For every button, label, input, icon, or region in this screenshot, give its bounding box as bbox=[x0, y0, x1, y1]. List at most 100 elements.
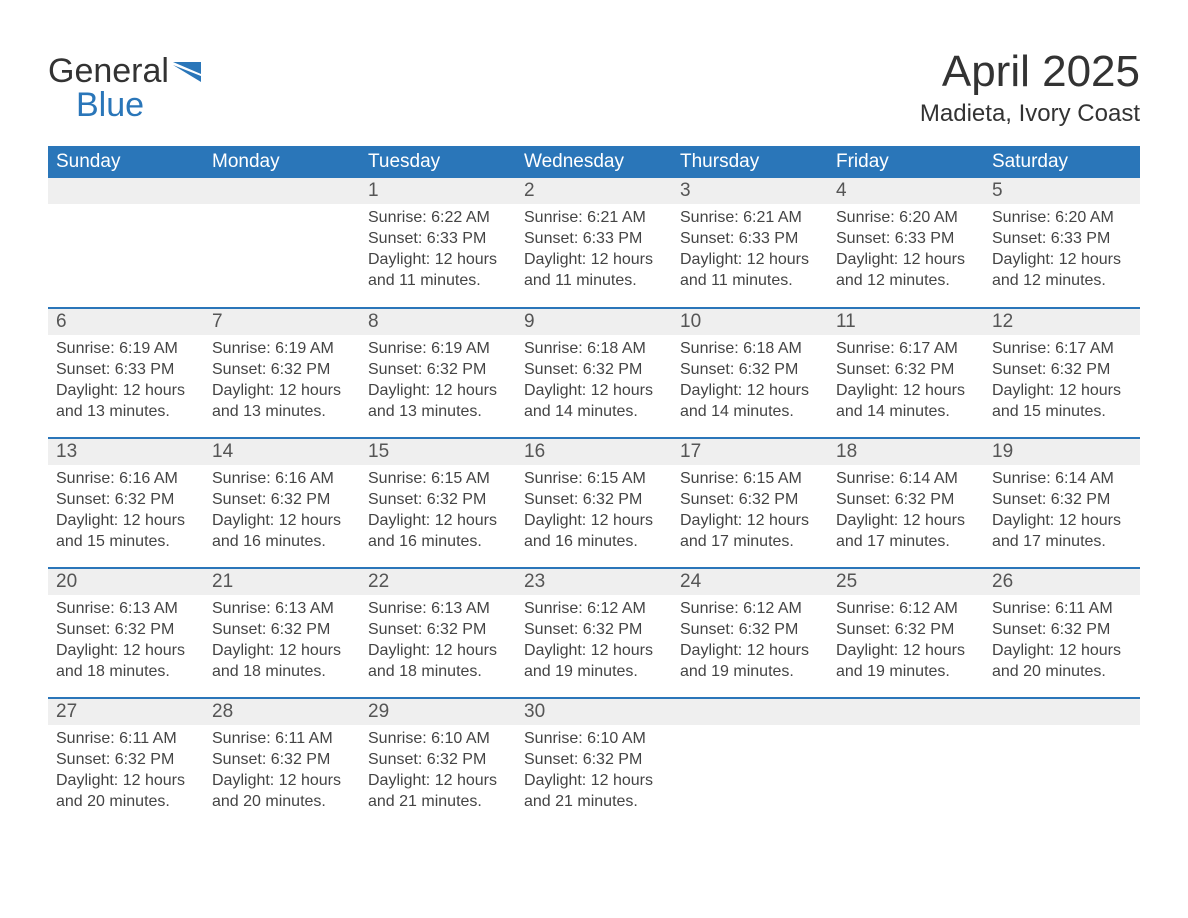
sunrise-text: Sunrise: 6:17 AM bbox=[992, 339, 1132, 360]
calendar-week-row: 1Sunrise: 6:22 AMSunset: 6:33 PMDaylight… bbox=[48, 178, 1140, 308]
calendar-week-row: 20Sunrise: 6:13 AMSunset: 6:32 PMDayligh… bbox=[48, 568, 1140, 698]
day-details: Sunrise: 6:22 AMSunset: 6:33 PMDaylight:… bbox=[360, 204, 516, 301]
calendar-cell: 10Sunrise: 6:18 AMSunset: 6:32 PMDayligh… bbox=[672, 308, 828, 438]
day-details: Sunrise: 6:17 AMSunset: 6:32 PMDaylight:… bbox=[984, 335, 1140, 432]
day-details: Sunrise: 6:16 AMSunset: 6:32 PMDaylight:… bbox=[204, 465, 360, 562]
sunset-text: Sunset: 6:32 PM bbox=[368, 360, 508, 381]
sunrise-text: Sunrise: 6:13 AM bbox=[212, 599, 352, 620]
location-subtitle: Madieta, Ivory Coast bbox=[920, 100, 1140, 128]
day-number: 13 bbox=[48, 439, 204, 465]
sunset-text: Sunset: 6:32 PM bbox=[836, 620, 976, 641]
day-number: 12 bbox=[984, 309, 1140, 335]
sunrise-text: Sunrise: 6:17 AM bbox=[836, 339, 976, 360]
sunrise-text: Sunrise: 6:12 AM bbox=[836, 599, 976, 620]
daylight-text: Daylight: 12 hours and 21 minutes. bbox=[368, 771, 508, 813]
day-details: Sunrise: 6:10 AMSunset: 6:32 PMDaylight:… bbox=[516, 725, 672, 822]
sunrise-text: Sunrise: 6:15 AM bbox=[680, 469, 820, 490]
calendar-cell bbox=[672, 698, 828, 828]
day-details: Sunrise: 6:16 AMSunset: 6:32 PMDaylight:… bbox=[48, 465, 204, 562]
daylight-text: Daylight: 12 hours and 13 minutes. bbox=[212, 381, 352, 423]
sunset-text: Sunset: 6:33 PM bbox=[56, 360, 196, 381]
daylight-text: Daylight: 12 hours and 19 minutes. bbox=[680, 641, 820, 683]
day-number: 26 bbox=[984, 569, 1140, 595]
calendar-cell bbox=[984, 698, 1140, 828]
sunset-text: Sunset: 6:33 PM bbox=[680, 229, 820, 250]
sunrise-text: Sunrise: 6:20 AM bbox=[836, 208, 976, 229]
day-number: 30 bbox=[516, 699, 672, 725]
sunset-text: Sunset: 6:32 PM bbox=[212, 490, 352, 511]
daylight-text: Daylight: 12 hours and 21 minutes. bbox=[524, 771, 664, 813]
daylight-text: Daylight: 12 hours and 17 minutes. bbox=[992, 511, 1132, 553]
daylight-text: Daylight: 12 hours and 16 minutes. bbox=[524, 511, 664, 553]
day-number: 19 bbox=[984, 439, 1140, 465]
day-number: 3 bbox=[672, 178, 828, 204]
weekday-header: Sunday bbox=[48, 146, 204, 178]
weekday-header: Wednesday bbox=[516, 146, 672, 178]
day-number: 18 bbox=[828, 439, 984, 465]
calendar-body: 1Sunrise: 6:22 AMSunset: 6:33 PMDaylight… bbox=[48, 178, 1140, 828]
daylight-text: Daylight: 12 hours and 20 minutes. bbox=[212, 771, 352, 813]
day-number: 8 bbox=[360, 309, 516, 335]
calendar-cell: 6Sunrise: 6:19 AMSunset: 6:33 PMDaylight… bbox=[48, 308, 204, 438]
day-details: Sunrise: 6:10 AMSunset: 6:32 PMDaylight:… bbox=[360, 725, 516, 822]
sunrise-text: Sunrise: 6:18 AM bbox=[680, 339, 820, 360]
calendar-cell: 18Sunrise: 6:14 AMSunset: 6:32 PMDayligh… bbox=[828, 438, 984, 568]
day-details: Sunrise: 6:13 AMSunset: 6:32 PMDaylight:… bbox=[204, 595, 360, 692]
daylight-text: Daylight: 12 hours and 11 minutes. bbox=[680, 250, 820, 292]
day-details: Sunrise: 6:19 AMSunset: 6:33 PMDaylight:… bbox=[48, 335, 204, 432]
sunrise-text: Sunrise: 6:13 AM bbox=[56, 599, 196, 620]
sunset-text: Sunset: 6:32 PM bbox=[368, 750, 508, 771]
sunset-text: Sunset: 6:32 PM bbox=[524, 750, 664, 771]
calendar-cell: 8Sunrise: 6:19 AMSunset: 6:32 PMDaylight… bbox=[360, 308, 516, 438]
sunset-text: Sunset: 6:32 PM bbox=[56, 750, 196, 771]
calendar-cell: 23Sunrise: 6:12 AMSunset: 6:32 PMDayligh… bbox=[516, 568, 672, 698]
day-number: 27 bbox=[48, 699, 204, 725]
day-details: Sunrise: 6:14 AMSunset: 6:32 PMDaylight:… bbox=[828, 465, 984, 562]
day-details: Sunrise: 6:19 AMSunset: 6:32 PMDaylight:… bbox=[204, 335, 360, 432]
sunset-text: Sunset: 6:32 PM bbox=[368, 620, 508, 641]
daylight-text: Daylight: 12 hours and 16 minutes. bbox=[212, 511, 352, 553]
day-number: 10 bbox=[672, 309, 828, 335]
day-number: 7 bbox=[204, 309, 360, 335]
sunrise-text: Sunrise: 6:21 AM bbox=[680, 208, 820, 229]
calendar-cell: 22Sunrise: 6:13 AMSunset: 6:32 PMDayligh… bbox=[360, 568, 516, 698]
day-number: 11 bbox=[828, 309, 984, 335]
sunset-text: Sunset: 6:32 PM bbox=[56, 620, 196, 641]
title-block: April 2025 Madieta, Ivory Coast bbox=[920, 48, 1140, 128]
sunset-text: Sunset: 6:32 PM bbox=[836, 490, 976, 511]
day-details: Sunrise: 6:11 AMSunset: 6:32 PMDaylight:… bbox=[204, 725, 360, 822]
sunrise-text: Sunrise: 6:16 AM bbox=[212, 469, 352, 490]
sunset-text: Sunset: 6:32 PM bbox=[56, 490, 196, 511]
day-details: Sunrise: 6:21 AMSunset: 6:33 PMDaylight:… bbox=[672, 204, 828, 301]
day-number: 6 bbox=[48, 309, 204, 335]
day-number bbox=[48, 178, 204, 204]
daylight-text: Daylight: 12 hours and 11 minutes. bbox=[524, 250, 664, 292]
sunrise-text: Sunrise: 6:10 AM bbox=[524, 729, 664, 750]
sunset-text: Sunset: 6:32 PM bbox=[524, 490, 664, 511]
calendar-cell: 30Sunrise: 6:10 AMSunset: 6:32 PMDayligh… bbox=[516, 698, 672, 828]
day-details: Sunrise: 6:13 AMSunset: 6:32 PMDaylight:… bbox=[360, 595, 516, 692]
day-number: 24 bbox=[672, 569, 828, 595]
weekday-header: Friday bbox=[828, 146, 984, 178]
sunset-text: Sunset: 6:32 PM bbox=[368, 490, 508, 511]
sunset-text: Sunset: 6:32 PM bbox=[680, 490, 820, 511]
daylight-text: Daylight: 12 hours and 18 minutes. bbox=[56, 641, 196, 683]
calendar-cell: 9Sunrise: 6:18 AMSunset: 6:32 PMDaylight… bbox=[516, 308, 672, 438]
day-number: 15 bbox=[360, 439, 516, 465]
day-details: Sunrise: 6:11 AMSunset: 6:32 PMDaylight:… bbox=[984, 595, 1140, 692]
daylight-text: Daylight: 12 hours and 20 minutes. bbox=[56, 771, 196, 813]
calendar-cell: 15Sunrise: 6:15 AMSunset: 6:32 PMDayligh… bbox=[360, 438, 516, 568]
sunrise-text: Sunrise: 6:11 AM bbox=[212, 729, 352, 750]
sunrise-text: Sunrise: 6:19 AM bbox=[56, 339, 196, 360]
calendar-cell: 2Sunrise: 6:21 AMSunset: 6:33 PMDaylight… bbox=[516, 178, 672, 308]
calendar-cell: 13Sunrise: 6:16 AMSunset: 6:32 PMDayligh… bbox=[48, 438, 204, 568]
day-number: 5 bbox=[984, 178, 1140, 204]
sunrise-text: Sunrise: 6:21 AM bbox=[524, 208, 664, 229]
daylight-text: Daylight: 12 hours and 19 minutes. bbox=[836, 641, 976, 683]
sunrise-text: Sunrise: 6:15 AM bbox=[524, 469, 664, 490]
sunrise-text: Sunrise: 6:20 AM bbox=[992, 208, 1132, 229]
calendar-cell: 28Sunrise: 6:11 AMSunset: 6:32 PMDayligh… bbox=[204, 698, 360, 828]
sunrise-text: Sunrise: 6:19 AM bbox=[212, 339, 352, 360]
calendar-cell bbox=[48, 178, 204, 308]
day-number: 16 bbox=[516, 439, 672, 465]
